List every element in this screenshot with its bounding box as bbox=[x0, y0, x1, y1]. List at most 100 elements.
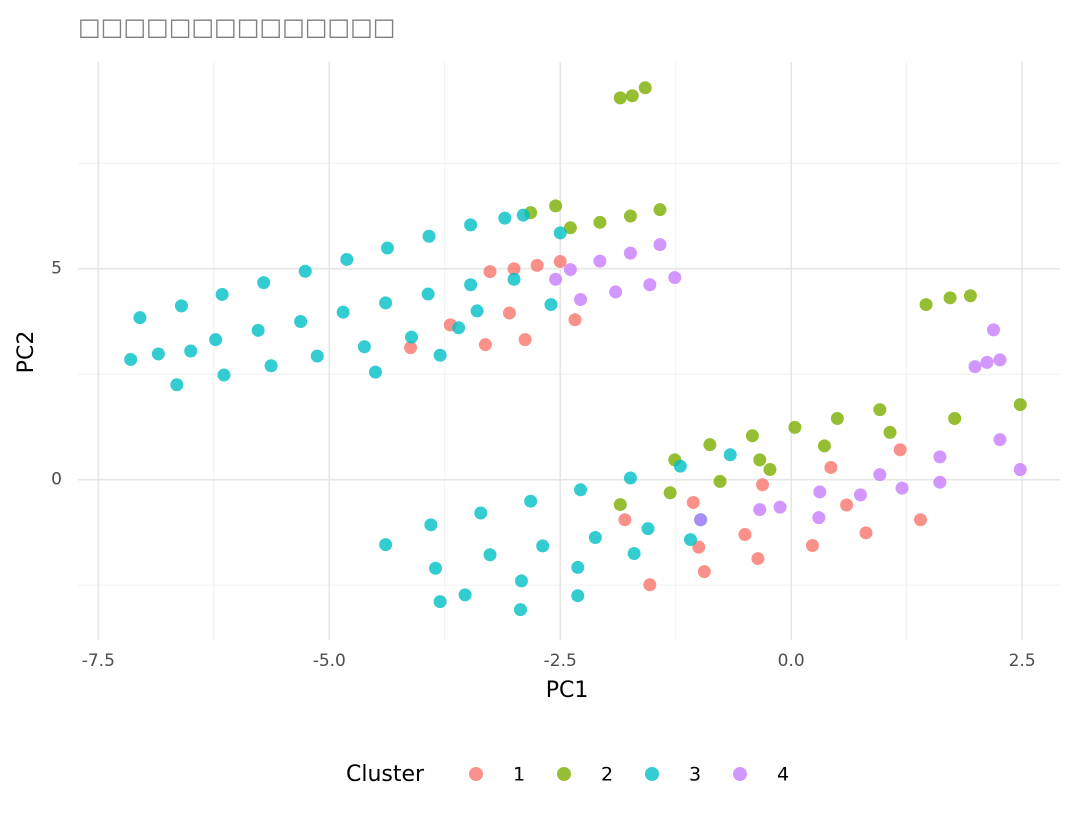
point bbox=[703, 438, 717, 452]
point bbox=[553, 226, 567, 240]
point bbox=[683, 533, 697, 547]
point bbox=[686, 495, 700, 509]
legend-label: 2 bbox=[601, 764, 613, 786]
point bbox=[623, 246, 637, 260]
point bbox=[516, 208, 530, 222]
point bbox=[422, 229, 436, 243]
point bbox=[174, 299, 188, 313]
point bbox=[380, 241, 394, 255]
point bbox=[613, 498, 627, 512]
point bbox=[483, 548, 497, 562]
point bbox=[170, 378, 184, 392]
legend-key bbox=[733, 767, 747, 781]
point bbox=[549, 272, 563, 286]
point bbox=[623, 209, 637, 223]
point bbox=[514, 603, 528, 617]
point bbox=[919, 298, 933, 312]
point bbox=[310, 349, 324, 363]
point bbox=[124, 352, 138, 366]
point bbox=[723, 448, 737, 462]
point bbox=[514, 574, 528, 588]
point bbox=[613, 91, 627, 105]
point bbox=[817, 439, 831, 453]
point bbox=[404, 330, 418, 344]
point bbox=[502, 306, 516, 320]
y-axis-label: PC2 bbox=[14, 331, 39, 374]
point bbox=[627, 547, 641, 561]
point bbox=[753, 453, 767, 467]
point bbox=[507, 272, 521, 286]
point bbox=[893, 443, 907, 457]
point bbox=[638, 81, 652, 95]
point bbox=[933, 450, 947, 464]
point bbox=[404, 341, 418, 355]
point bbox=[1013, 398, 1027, 412]
legend-title: Cluster bbox=[346, 762, 425, 787]
point bbox=[745, 429, 759, 443]
point bbox=[209, 333, 223, 347]
point bbox=[518, 333, 532, 347]
point bbox=[643, 278, 657, 292]
y-tick-label: 0 bbox=[51, 470, 62, 490]
point bbox=[853, 488, 867, 502]
point bbox=[571, 589, 585, 603]
point bbox=[859, 526, 873, 540]
point bbox=[873, 403, 887, 417]
point bbox=[524, 494, 538, 508]
point bbox=[673, 459, 687, 473]
point bbox=[530, 258, 544, 272]
legend-label: 1 bbox=[513, 764, 525, 786]
point bbox=[368, 365, 382, 379]
x-tick-label: -5.0 bbox=[313, 651, 346, 671]
point bbox=[751, 552, 765, 566]
point bbox=[914, 513, 928, 527]
point bbox=[756, 478, 770, 492]
legend-key bbox=[645, 767, 659, 781]
point bbox=[813, 485, 827, 499]
point bbox=[483, 265, 497, 279]
point bbox=[336, 305, 350, 319]
point bbox=[692, 540, 706, 554]
point bbox=[738, 528, 752, 542]
point bbox=[215, 287, 229, 301]
point bbox=[763, 463, 777, 477]
point bbox=[340, 252, 354, 266]
point bbox=[549, 199, 563, 213]
legend-key bbox=[469, 767, 483, 781]
point bbox=[357, 340, 371, 354]
point bbox=[464, 218, 478, 232]
legend-label: 4 bbox=[777, 764, 789, 786]
point bbox=[668, 271, 682, 285]
point bbox=[980, 355, 994, 369]
point bbox=[568, 313, 582, 327]
point bbox=[593, 254, 607, 268]
point bbox=[618, 513, 632, 527]
point bbox=[553, 255, 567, 269]
point bbox=[251, 323, 265, 337]
point bbox=[563, 263, 577, 277]
x-tick-label: 2.5 bbox=[1009, 651, 1036, 671]
x-tick-label: -7.5 bbox=[82, 651, 115, 671]
point bbox=[217, 368, 231, 382]
point bbox=[536, 539, 550, 553]
point bbox=[433, 595, 447, 609]
point bbox=[294, 314, 308, 328]
point bbox=[257, 276, 271, 290]
point bbox=[379, 296, 393, 310]
point bbox=[588, 530, 602, 544]
point bbox=[133, 311, 147, 325]
point bbox=[943, 291, 957, 305]
point bbox=[933, 475, 947, 489]
point bbox=[986, 323, 1000, 337]
point bbox=[458, 588, 472, 602]
point bbox=[663, 486, 677, 500]
x-tick-label: 0.0 bbox=[778, 651, 805, 671]
point bbox=[773, 500, 787, 514]
point bbox=[498, 211, 512, 225]
point bbox=[623, 471, 637, 485]
point bbox=[507, 262, 521, 276]
point bbox=[963, 289, 977, 303]
point bbox=[643, 578, 657, 592]
point bbox=[1013, 463, 1027, 477]
point bbox=[474, 506, 488, 520]
